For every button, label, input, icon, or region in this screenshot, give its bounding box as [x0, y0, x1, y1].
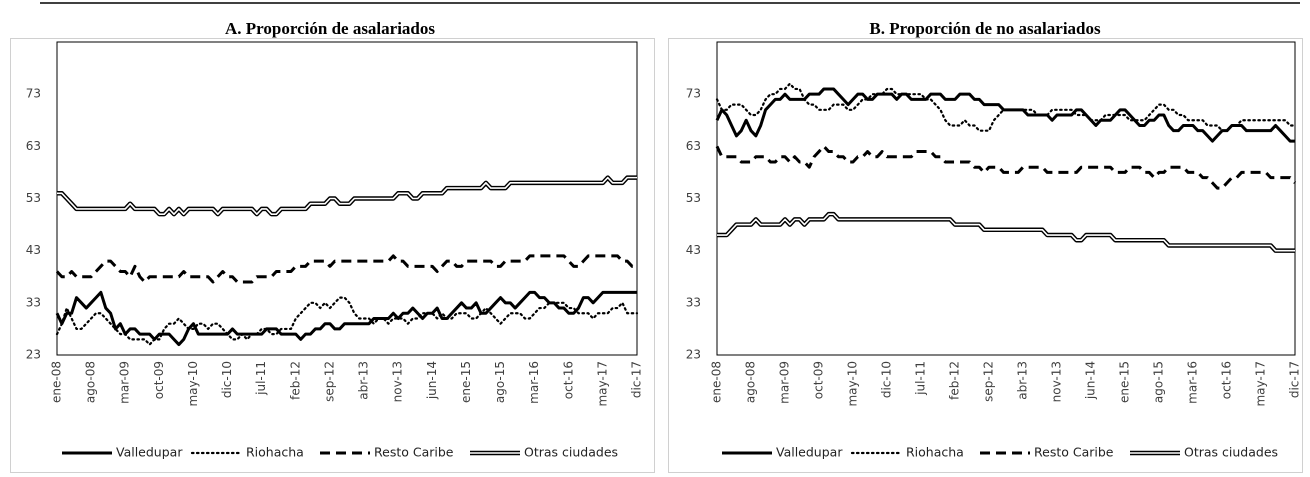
x-tick-label: ago-08: [84, 361, 98, 403]
legend-label: Valledupar: [776, 445, 843, 460]
x-tick-label: ene-15: [1118, 361, 1132, 403]
x-tick-label: mar-09: [778, 361, 792, 404]
y-tick-label: 43: [26, 243, 41, 257]
x-tick-label: feb-12: [288, 361, 302, 400]
x-tick-label: dic-17: [1288, 361, 1302, 398]
series-line: [715, 87, 1295, 143]
x-tick-label: sep-12: [322, 361, 336, 402]
legend-label: Otras ciudades: [524, 445, 618, 460]
legend-label: Otras ciudades: [1184, 445, 1278, 460]
legend-label: Riohacha: [246, 445, 304, 460]
x-tick-label: ago-15: [493, 361, 507, 403]
chart-title: A. Proporción de asalariados: [225, 19, 435, 38]
x-tick-label: dic-17: [630, 361, 644, 398]
x-tick-label: dic-10: [880, 361, 894, 398]
x-tick-label: oct-16: [561, 361, 575, 399]
y-tick-label: 43: [686, 243, 701, 257]
y-tick-label: 53: [26, 191, 41, 205]
y-tick-label: 23: [686, 348, 701, 362]
x-tick-label: oct-16: [1220, 361, 1234, 399]
x-tick-label: nov-13: [1050, 361, 1064, 402]
x-tick-label: feb-12: [948, 361, 962, 400]
x-tick-label: ene-08: [710, 361, 724, 403]
chart-title: B. Proporción de no asalariados: [869, 19, 1101, 38]
y-tick-label: 73: [686, 87, 701, 101]
plot-area: [56, 41, 638, 356]
x-tick-label: abr-13: [357, 361, 371, 400]
legend-label: Riohacha: [906, 445, 964, 460]
x-tick-label: sep-12: [982, 361, 996, 402]
plot-area: [716, 41, 1296, 356]
series-line-inner: [57, 176, 637, 215]
panel-frame: [10, 38, 655, 473]
x-tick-label: may-10: [846, 361, 860, 407]
legend-label: Resto Caribe: [1034, 445, 1114, 460]
y-tick-label: 33: [26, 295, 41, 309]
x-tick-label: mar-09: [118, 361, 132, 404]
x-tick-label: mar-16: [527, 361, 541, 404]
x-tick-label: oct-09: [812, 361, 826, 399]
series-line: [55, 254, 637, 284]
y-tick-label: 23: [26, 348, 41, 362]
x-tick-label: may-17: [1254, 361, 1268, 407]
x-tick-label: may-10: [186, 361, 200, 407]
series-line: [715, 144, 1297, 190]
x-tick-label: jul-11: [254, 361, 268, 396]
x-tick-label: ago-08: [744, 361, 758, 403]
x-tick-label: jun-14: [425, 361, 439, 400]
series-line: [55, 296, 639, 346]
series-line-inner: [717, 213, 1295, 252]
x-tick-label: dic-10: [220, 361, 234, 398]
y-tick-label: 73: [26, 87, 41, 101]
series-line: [715, 82, 1297, 132]
y-tick-label: 63: [26, 139, 41, 153]
legend-label: Valledupar: [116, 445, 183, 460]
x-tick-label: jun-14: [1084, 361, 1098, 400]
y-tick-label: 63: [686, 139, 701, 153]
panel-frame: [668, 38, 1303, 473]
x-tick-label: ene-15: [459, 361, 473, 403]
series-line: [55, 290, 637, 347]
y-tick-label: 33: [686, 295, 701, 309]
x-tick-label: abr-13: [1016, 361, 1030, 400]
x-tick-label: mar-16: [1186, 361, 1200, 404]
x-tick-label: ene-08: [50, 361, 64, 403]
x-tick-label: may-17: [595, 361, 609, 407]
legend-label: Resto Caribe: [374, 445, 454, 460]
y-tick-label: 53: [686, 191, 701, 205]
x-tick-label: ago-15: [1152, 361, 1166, 403]
x-tick-label: oct-09: [152, 361, 166, 399]
x-tick-label: nov-13: [391, 361, 405, 402]
x-tick-label: jul-11: [914, 361, 928, 396]
